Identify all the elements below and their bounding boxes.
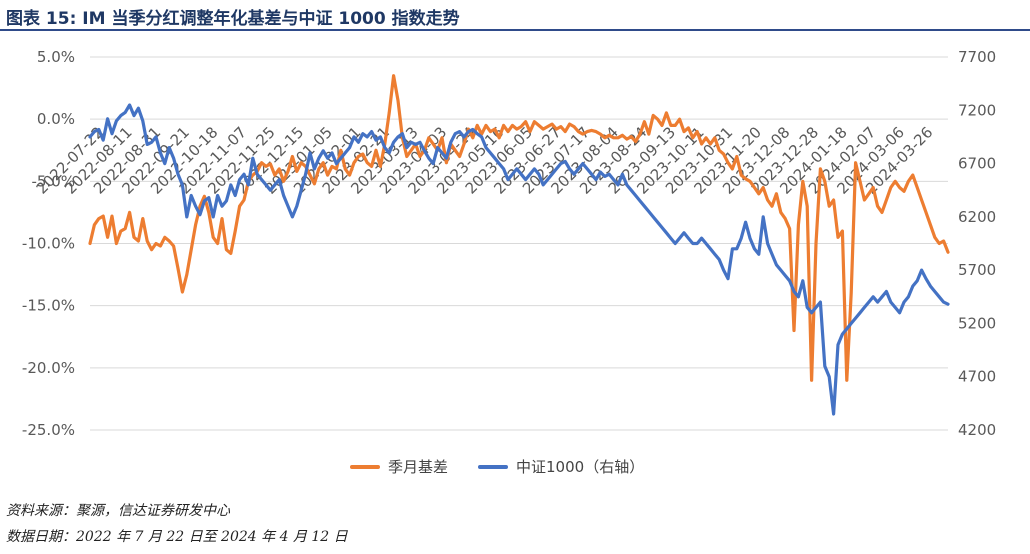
legend-swatch-basis <box>350 464 380 469</box>
right-tick-label: 5700 <box>958 261 996 279</box>
series-line-index <box>88 103 950 416</box>
right-tick-label: 4200 <box>958 421 996 439</box>
right-tick-label: 5200 <box>958 314 996 332</box>
line-chart: 5.0% 0.0% -5.0% -10.0% -15.0% -20.0% -25.0% 77… <box>22 48 996 439</box>
x-axis-ticks: 2022-07-222022-08-112022-08-312022-09-21… <box>33 123 937 197</box>
right-tick-label: 7200 <box>958 101 996 119</box>
left-tick-label: 5.0% <box>37 48 75 66</box>
left-tick-label: 0.0% <box>37 110 75 128</box>
right-axis-ticks: 7700 7200 6700 6200 5700 5200 4700 4200 <box>958 48 996 439</box>
left-tick-label: -10.0% <box>22 235 75 253</box>
legend-item-index: 中证1000（右轴） <box>478 456 644 477</box>
series-line-basis <box>88 74 950 382</box>
legend-label-basis: 季月基差 <box>388 458 449 476</box>
chart-legend: 季月基差 中证1000（右轴） <box>350 456 644 477</box>
title-divider <box>0 29 1030 31</box>
right-tick-label: 7700 <box>958 48 996 66</box>
left-tick-label: -20.0% <box>22 359 75 377</box>
right-tick-label: 6700 <box>958 155 996 173</box>
right-tick-label: 4700 <box>958 368 996 386</box>
figure-title: 图表 15: IM 当季分红调整年化基差与中证 1000 指数走势 <box>6 9 460 29</box>
legend-swatch-index <box>478 464 509 469</box>
legend-item-basis: 季月基差 <box>350 456 448 477</box>
left-axis-ticks: 5.0% 0.0% -5.0% -10.0% -15.0% -20.0% -25.0% <box>22 48 75 439</box>
series-layer <box>88 74 950 416</box>
legend-label-index: 中证1000（右轴） <box>516 458 645 476</box>
source-note: 资料来源：聚源，信达证券研发中心 <box>6 503 230 519</box>
left-tick-label: -15.0% <box>22 297 75 315</box>
right-tick-label: 6200 <box>958 208 996 226</box>
left-tick-label: -5.0% <box>31 172 75 190</box>
date-note: 数据日期：2022 年 7 月 22 日至 2024 年 4 月 12 日 <box>6 529 348 545</box>
left-tick-label: -25.0% <box>22 421 75 439</box>
